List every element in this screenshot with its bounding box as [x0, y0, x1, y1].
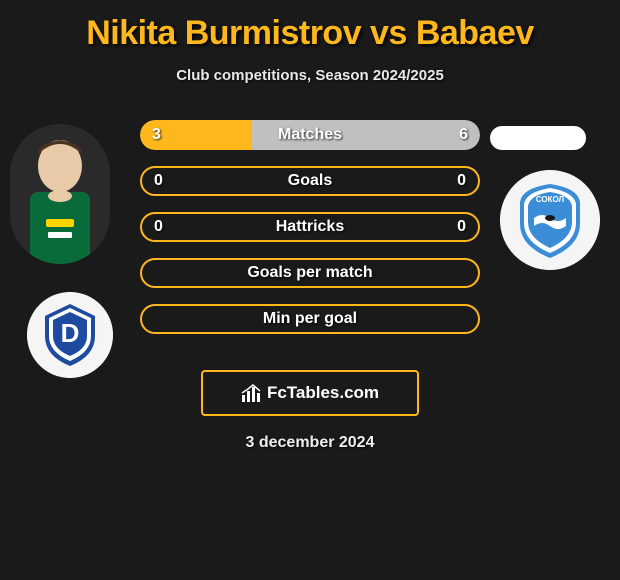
stat-row-goals: 0Goals0 [140, 166, 480, 196]
stat-value-right: 6 [459, 126, 468, 144]
stat-label: Goals [142, 172, 478, 190]
page-title: Nikita Burmistrov vs Babaev [0, 14, 620, 53]
subtitle: Club competitions, Season 2024/2025 [0, 67, 620, 84]
badge-text: FcTables.com [267, 383, 379, 403]
stat-value-right: 0 [457, 172, 466, 190]
stat-label: Min per goal [142, 310, 478, 328]
stat-label: Goals per match [142, 264, 478, 282]
fctables-badge: FcTables.com [201, 370, 419, 416]
badge-pill-right [490, 126, 586, 150]
svg-text:СОКОЛ: СОКОЛ [536, 195, 565, 204]
stat-label: Matches [140, 126, 480, 144]
stat-value-right: 0 [457, 218, 466, 236]
stat-row-goals-per-match: Goals per match [140, 258, 480, 288]
stat-label: Hattricks [142, 218, 478, 236]
stat-row-matches: 3Matches6 [140, 120, 480, 150]
stat-row-hattricks: 0Hattricks0 [140, 212, 480, 242]
player-photo-left [10, 124, 110, 264]
club-logo-left: D [27, 292, 113, 378]
chart-bar-icon [241, 383, 261, 403]
stat-row-min-per-goal: Min per goal [140, 304, 480, 334]
date-text: 3 december 2024 [0, 434, 620, 452]
svg-text:D: D [61, 318, 80, 348]
club-logo-right: СОКОЛ [500, 170, 600, 270]
